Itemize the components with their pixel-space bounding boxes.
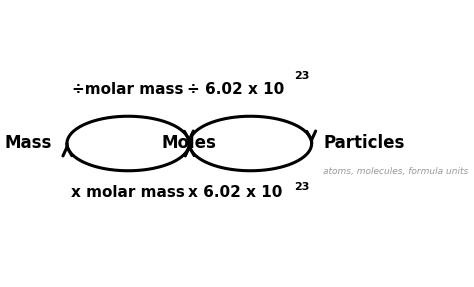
Text: x molar mass: x molar mass [71, 185, 185, 200]
Text: 23: 23 [294, 182, 310, 192]
Text: Particles: Particles [323, 135, 404, 152]
Text: atoms, molecules, formula units: atoms, molecules, formula units [323, 167, 468, 177]
Text: Moles: Moles [162, 135, 217, 152]
Text: Mass: Mass [4, 135, 52, 152]
Text: 23: 23 [294, 71, 310, 81]
Text: ÷ 6.02 x 10: ÷ 6.02 x 10 [187, 82, 284, 96]
Text: x 6.02 x 10: x 6.02 x 10 [188, 185, 283, 200]
Text: ÷molar mass: ÷molar mass [73, 82, 184, 96]
